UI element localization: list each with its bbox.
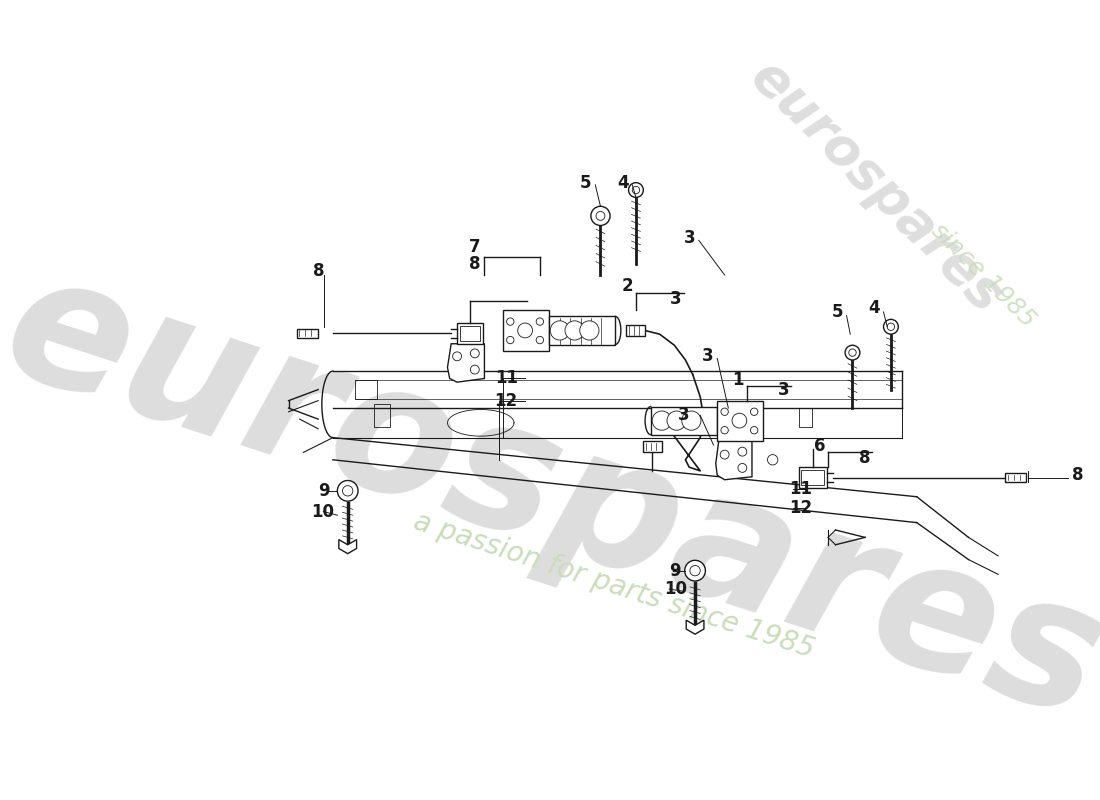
Text: 4: 4 bbox=[868, 299, 880, 318]
Polygon shape bbox=[686, 620, 704, 634]
Bar bbox=[503, 310, 549, 351]
Circle shape bbox=[684, 560, 705, 581]
Circle shape bbox=[471, 365, 480, 374]
Bar bbox=[458, 323, 483, 344]
Text: 5: 5 bbox=[832, 303, 843, 321]
Text: 3: 3 bbox=[670, 290, 682, 308]
Bar bbox=[799, 408, 812, 426]
Text: a passion for parts since 1985: a passion for parts since 1985 bbox=[410, 507, 817, 663]
Circle shape bbox=[591, 206, 611, 226]
Text: 7: 7 bbox=[469, 238, 481, 256]
Text: 10: 10 bbox=[664, 580, 688, 598]
Circle shape bbox=[883, 319, 899, 334]
Circle shape bbox=[628, 182, 643, 198]
Text: 6: 6 bbox=[814, 438, 825, 455]
Text: since 1985: since 1985 bbox=[926, 218, 1040, 332]
Circle shape bbox=[720, 450, 729, 459]
Text: 12: 12 bbox=[495, 392, 518, 410]
Bar bbox=[651, 406, 717, 435]
Text: 8: 8 bbox=[1072, 466, 1084, 483]
Circle shape bbox=[720, 426, 728, 434]
Text: 2: 2 bbox=[621, 277, 632, 295]
Circle shape bbox=[550, 321, 570, 340]
Text: 8: 8 bbox=[859, 450, 871, 467]
Text: 10: 10 bbox=[311, 502, 333, 521]
Circle shape bbox=[682, 411, 701, 430]
Circle shape bbox=[652, 411, 671, 430]
Text: 12: 12 bbox=[790, 499, 813, 517]
Text: eurospares: eurospares bbox=[740, 50, 1013, 322]
Text: 4: 4 bbox=[617, 174, 628, 192]
Bar bbox=[802, 470, 824, 485]
Circle shape bbox=[738, 463, 747, 472]
Circle shape bbox=[667, 411, 686, 430]
Polygon shape bbox=[448, 344, 484, 382]
Text: 1: 1 bbox=[733, 371, 744, 389]
Circle shape bbox=[338, 481, 359, 501]
Bar bbox=[1005, 473, 1026, 482]
Circle shape bbox=[453, 352, 462, 361]
Text: 5: 5 bbox=[580, 174, 592, 192]
Text: eurospares: eurospares bbox=[0, 237, 1100, 757]
Text: 8: 8 bbox=[470, 255, 481, 273]
Circle shape bbox=[732, 414, 747, 428]
Circle shape bbox=[750, 426, 758, 434]
Bar bbox=[799, 467, 826, 488]
Text: 3: 3 bbox=[679, 406, 690, 425]
Text: 3: 3 bbox=[683, 229, 695, 247]
Bar bbox=[297, 329, 318, 338]
Circle shape bbox=[471, 349, 480, 358]
Text: 11: 11 bbox=[790, 480, 813, 498]
Circle shape bbox=[518, 323, 532, 338]
Text: 8: 8 bbox=[312, 262, 324, 280]
Circle shape bbox=[768, 454, 778, 465]
Circle shape bbox=[580, 321, 600, 340]
Circle shape bbox=[750, 408, 758, 415]
Circle shape bbox=[738, 447, 747, 456]
Text: 3: 3 bbox=[702, 347, 714, 366]
Bar bbox=[374, 404, 389, 426]
Text: 11: 11 bbox=[495, 370, 518, 387]
Bar bbox=[355, 380, 377, 399]
Bar bbox=[460, 326, 480, 341]
Circle shape bbox=[507, 336, 514, 344]
Bar bbox=[626, 325, 645, 336]
Text: 9: 9 bbox=[318, 482, 330, 500]
Circle shape bbox=[507, 318, 514, 326]
Bar bbox=[549, 317, 615, 346]
Circle shape bbox=[720, 408, 728, 415]
Polygon shape bbox=[716, 442, 752, 480]
Text: 3: 3 bbox=[778, 382, 790, 399]
Bar bbox=[644, 442, 662, 452]
Circle shape bbox=[565, 321, 584, 340]
Circle shape bbox=[536, 318, 543, 326]
Polygon shape bbox=[339, 540, 356, 554]
Circle shape bbox=[845, 346, 860, 360]
Text: 9: 9 bbox=[669, 562, 681, 580]
Bar bbox=[717, 401, 763, 442]
Circle shape bbox=[536, 336, 543, 344]
